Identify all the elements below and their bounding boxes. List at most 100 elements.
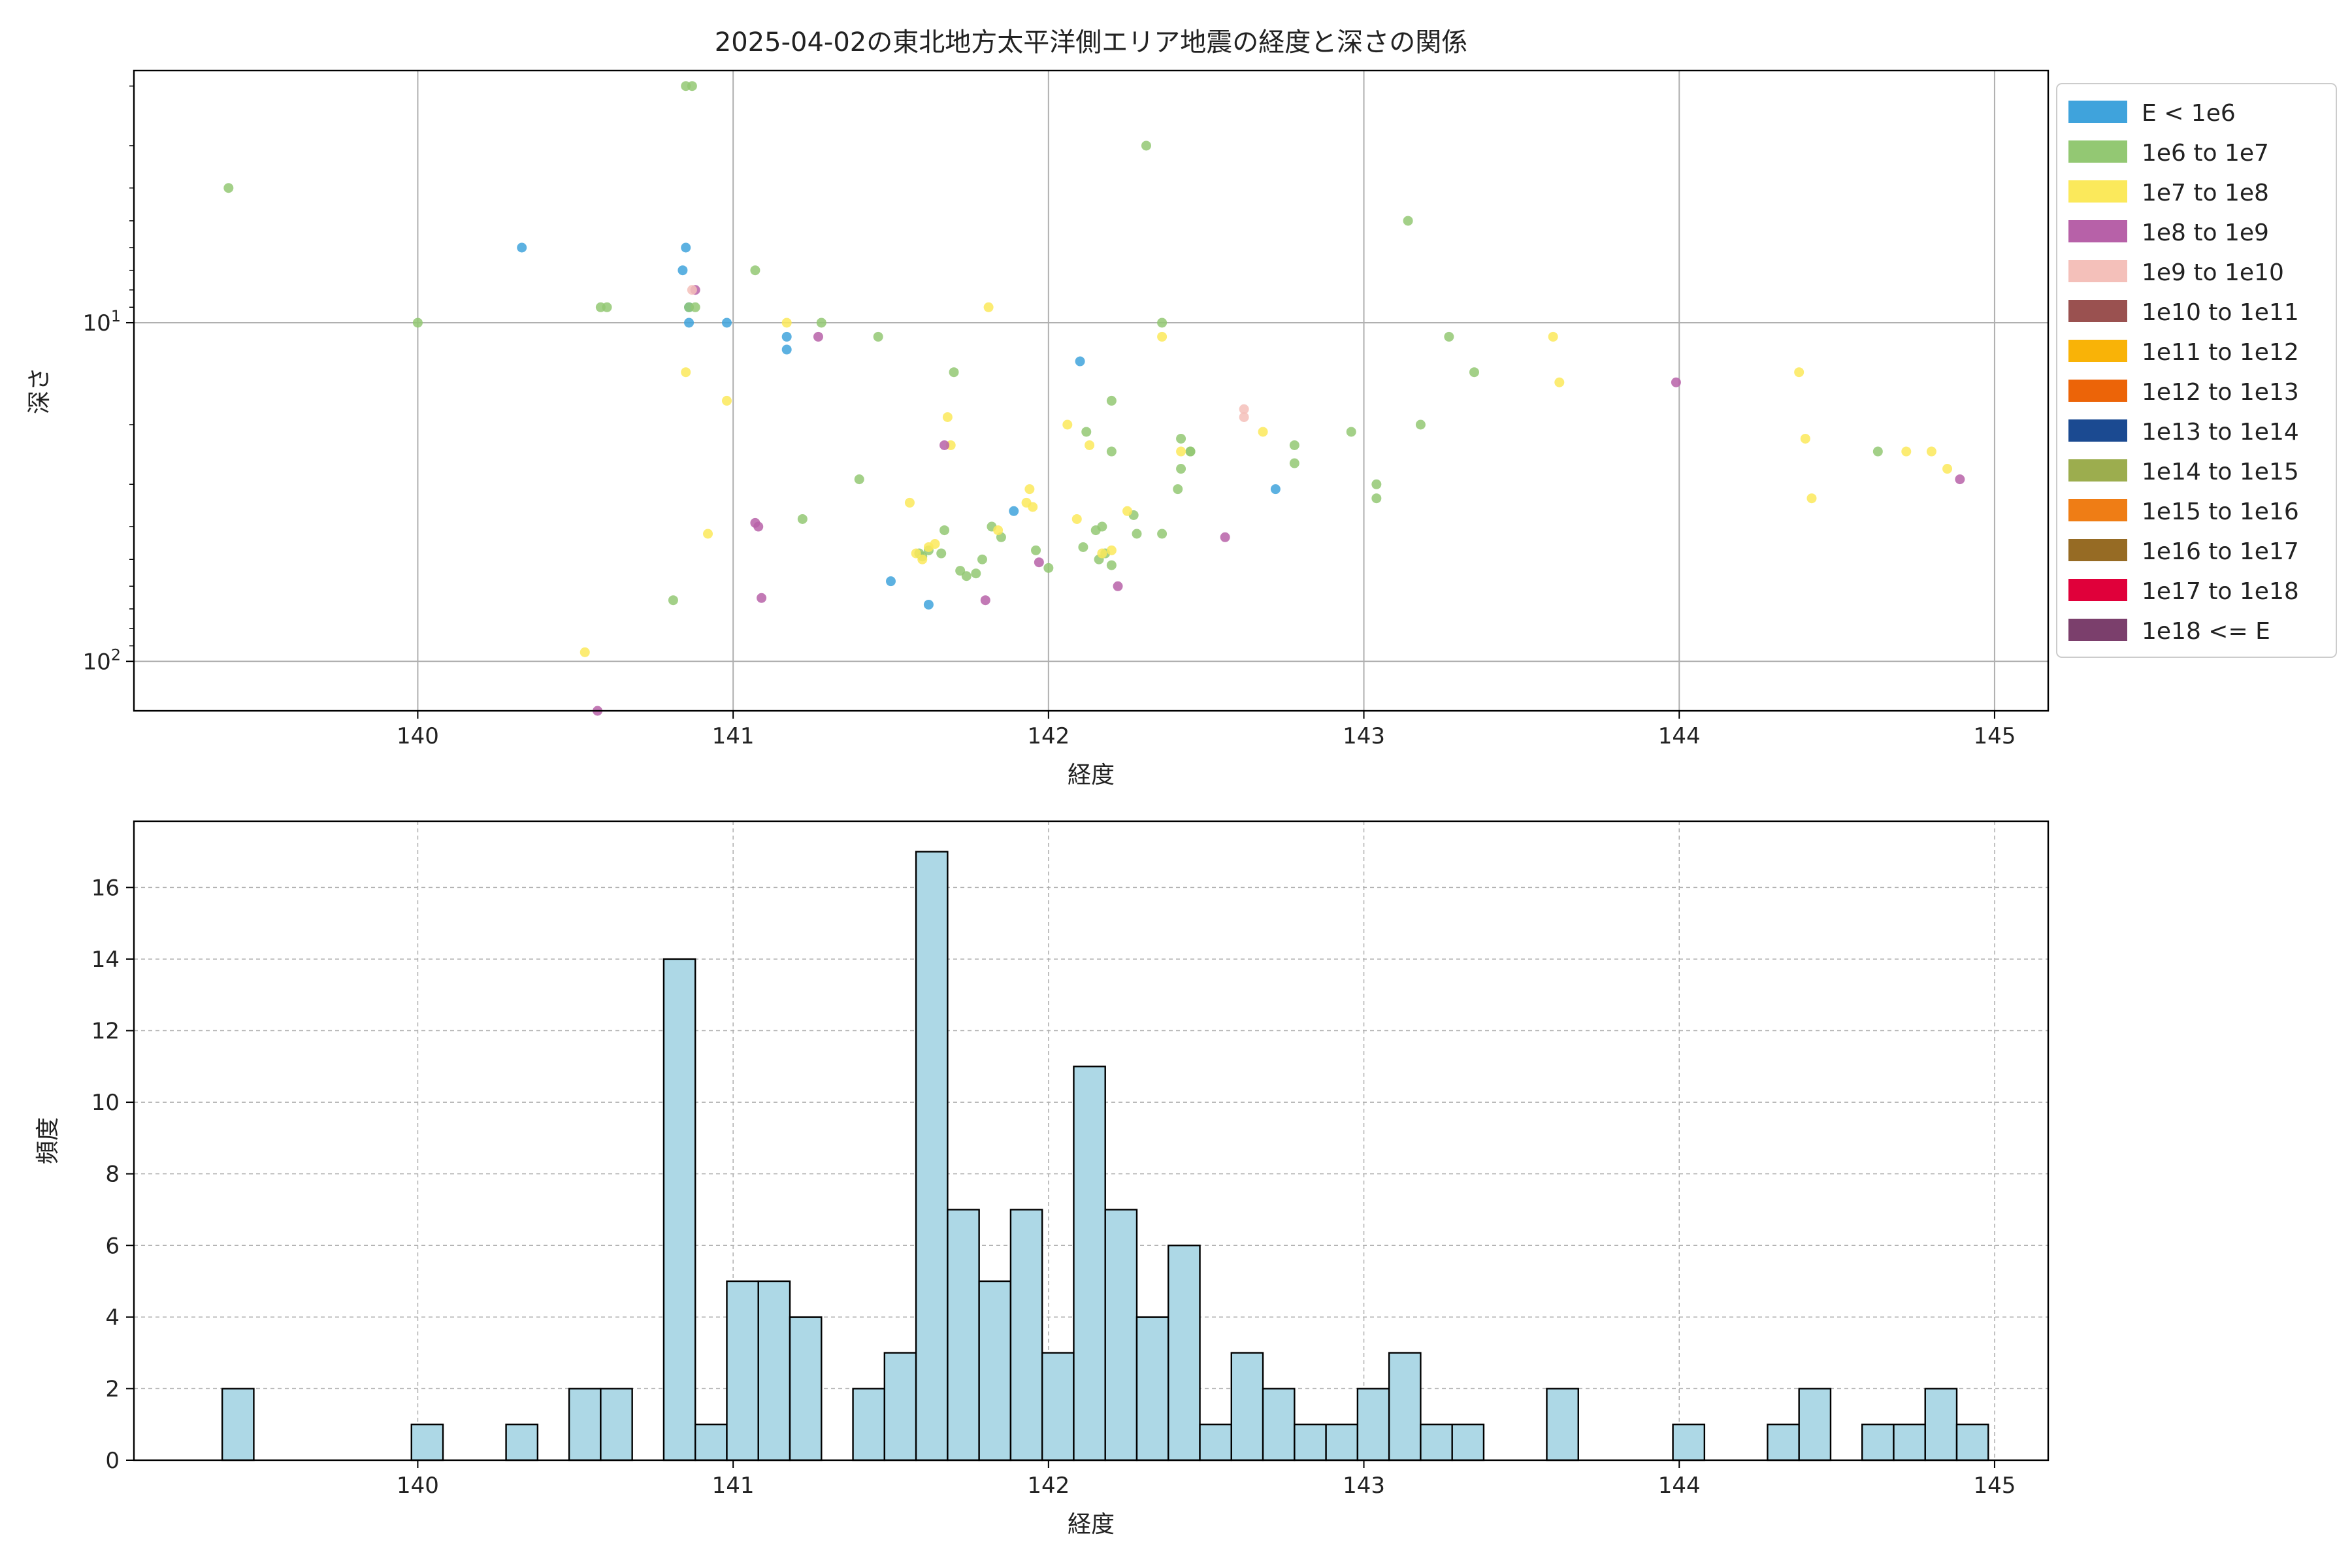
- scatter-point: [854, 474, 864, 485]
- scatter-x-tick-label: 142: [1027, 723, 1070, 749]
- histogram-bar: [1294, 1424, 1327, 1462]
- scatter-x-tick-label: 140: [397, 723, 439, 749]
- legend-swatch: [2068, 140, 2127, 163]
- scatter-point: [1346, 427, 1356, 437]
- histogram-y-tick-label: 8: [105, 1162, 120, 1188]
- histogram-bar: [726, 1280, 759, 1462]
- histogram-bar: [915, 851, 949, 1462]
- legend-swatch: [2068, 101, 2127, 123]
- scatter-point: [1106, 446, 1117, 457]
- scatter-point: [1113, 581, 1123, 591]
- histogram-bar: [505, 1424, 539, 1462]
- legend-label: 1e7 to 1e8: [2142, 180, 2269, 206]
- scatter-x-tick-label: 143: [1343, 723, 1385, 749]
- scatter-chart: 140 141 142 143 144 145 101 102 2025-04-02の東北地方…: [26, 27, 2337, 789]
- scatter-point: [1806, 493, 1817, 504]
- histogram-bar: [694, 1424, 728, 1462]
- histogram-bar: [600, 1388, 633, 1462]
- histogram-bar: [1767, 1424, 1800, 1462]
- legend-label: 1e18 <= E: [2142, 618, 2270, 645]
- histogram-axis-ticks: 140 141 142 143 144 145 0 2 4 6 8 10 12 14 16: [91, 875, 2016, 1499]
- scatter-axis-ticks: 140 141 142 143 144 145 101 102: [82, 85, 2016, 749]
- histogram-bar: [1135, 1316, 1169, 1462]
- histogram-bar: [1041, 1352, 1075, 1462]
- legend-swatch: [2068, 579, 2127, 601]
- histogram-bar: [1672, 1424, 1706, 1462]
- scatter-point: [1239, 412, 1249, 422]
- histogram-bar: [883, 1352, 917, 1462]
- scatter-point: [904, 497, 915, 508]
- legend-swatch: [2068, 459, 2127, 482]
- scatter-point: [885, 576, 896, 587]
- histogram-bar: [1073, 1066, 1106, 1462]
- scatter-point: [687, 81, 697, 91]
- scatter-point: [1185, 446, 1196, 457]
- scatter-point: [1173, 484, 1183, 495]
- scatter-point: [750, 265, 760, 276]
- scatter-point: [1081, 427, 1092, 437]
- scatter-point: [1157, 318, 1168, 328]
- scatter-point: [1258, 427, 1268, 437]
- scatter-point: [1270, 484, 1281, 495]
- scatter-y-tick-label: 102: [82, 645, 121, 675]
- scatter-point: [1901, 446, 1912, 457]
- scatter-point: [1106, 560, 1117, 570]
- scatter-point: [1157, 331, 1168, 342]
- legend-swatch: [2068, 380, 2127, 402]
- scatter-point: [781, 344, 792, 355]
- legend-label: E < 1e6: [2142, 100, 2236, 127]
- histogram-bar: [1924, 1388, 1958, 1462]
- histogram-bar: [1893, 1424, 1926, 1462]
- scatter-point: [1176, 464, 1186, 474]
- scatter-point: [1097, 548, 1107, 559]
- scatter-point: [1043, 563, 1054, 573]
- scatter-point: [1085, 440, 1095, 450]
- scatter-point: [1031, 545, 1041, 555]
- scatter-x-tick-label: 144: [1658, 723, 1701, 749]
- scatter-point: [223, 183, 234, 193]
- scatter-point: [1176, 433, 1186, 444]
- scatter-point: [923, 599, 934, 610]
- energy-legend: E < 1e6 1e6 to 1e7 1e7 to 1e8 1e8 to 1e9 1e9…: [2056, 83, 2337, 658]
- legend-swatch: [2068, 419, 2127, 442]
- scatter-point: [721, 395, 732, 406]
- scatter-x-tick-label: 141: [712, 723, 755, 749]
- scatter-point: [1403, 216, 1413, 226]
- scatter-point: [753, 521, 764, 532]
- scatter-point: [949, 367, 959, 378]
- legend-label: 1e8 to 1e9: [2142, 220, 2269, 246]
- histogram-bar: [1451, 1424, 1485, 1462]
- scatter-point: [1132, 529, 1142, 539]
- histogram-bar: [757, 1280, 791, 1462]
- scatter-point: [1028, 502, 1038, 512]
- scatter-points: [223, 81, 1965, 716]
- scatter-point: [781, 318, 792, 328]
- histogram-bar: [221, 1388, 255, 1462]
- histogram-bar: [1798, 1388, 1832, 1462]
- scatter-point: [1371, 479, 1382, 489]
- scatter-point: [602, 302, 612, 312]
- histogram-y-tick-label: 12: [91, 1019, 120, 1045]
- scatter-point: [684, 318, 694, 328]
- histogram-bar: [852, 1388, 886, 1462]
- scatter-y-tick-label: 101: [82, 307, 121, 336]
- scatter-point: [939, 525, 950, 536]
- scatter-point: [1034, 557, 1044, 568]
- legend-swatch: [2068, 180, 2127, 203]
- scatter-point: [687, 285, 697, 295]
- legend-label: 1e17 to 1e18: [2142, 578, 2299, 605]
- scatter-point: [1078, 542, 1088, 552]
- histogram-bar: [1325, 1424, 1359, 1462]
- legend-swatch: [2068, 539, 2127, 561]
- scatter-point: [1872, 446, 1883, 457]
- scatter-point: [983, 302, 994, 312]
- scatter-point: [1176, 446, 1186, 457]
- histogram-plot-frame: [133, 820, 2050, 1462]
- scatter-point: [961, 571, 972, 581]
- scatter-point: [1097, 521, 1107, 532]
- scatter-point: [1062, 419, 1073, 430]
- histogram-bar: [1009, 1209, 1043, 1462]
- scatter-point: [1106, 545, 1117, 555]
- histogram-bar: [1861, 1424, 1895, 1462]
- histogram-y-tick-label: 16: [91, 875, 120, 901]
